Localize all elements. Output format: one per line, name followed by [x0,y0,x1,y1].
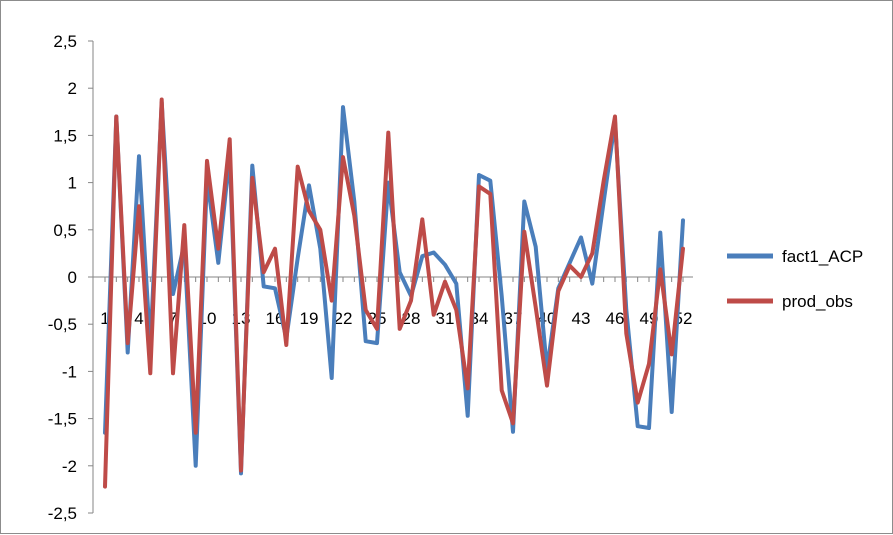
x-tick-label: 43 [572,309,591,328]
series-line-fact1-acp [103,100,685,476]
x-tick-label: 22 [334,309,353,328]
x-tick-label: 19 [300,309,319,328]
y-tick-label: -2 [62,457,77,476]
y-tick-label: 1,5 [53,126,77,145]
y-tick-label: 2,5 [53,32,77,51]
y-tick-label: 1 [68,174,77,193]
legend: fact1_ACP prod_obs [727,247,863,311]
series-line-prod-obs [103,97,685,489]
legend-label: fact1_ACP [782,247,863,266]
y-tick-label: -0,5 [48,315,77,334]
legend-label: prod_obs [782,292,853,311]
y-tick-label: 0,5 [53,221,77,240]
y-tick-label: -1,5 [48,410,77,429]
y-axis: 2,5 2 1,5 1 0,5 0 -0,5 -1 -1,5 -2 -2,5 [48,32,94,523]
y-tick-label: 2 [68,79,77,98]
x-tick-label: 7 [168,309,177,328]
x-tick-label: 1 [100,309,109,328]
x-tick-label: 31 [436,309,455,328]
y-tick-label: -2,5 [48,504,77,523]
series-lines [103,97,685,489]
x-tick-label: 46 [606,309,625,328]
x-axis: 1 4 7 10 13 16 19 22 25 28 31 34 37 40 43 46 49 52 [93,276,693,328]
x-tick-label: 4 [134,309,143,328]
y-tick-label: -1 [62,362,77,381]
y-tick-label: 0 [68,268,77,287]
